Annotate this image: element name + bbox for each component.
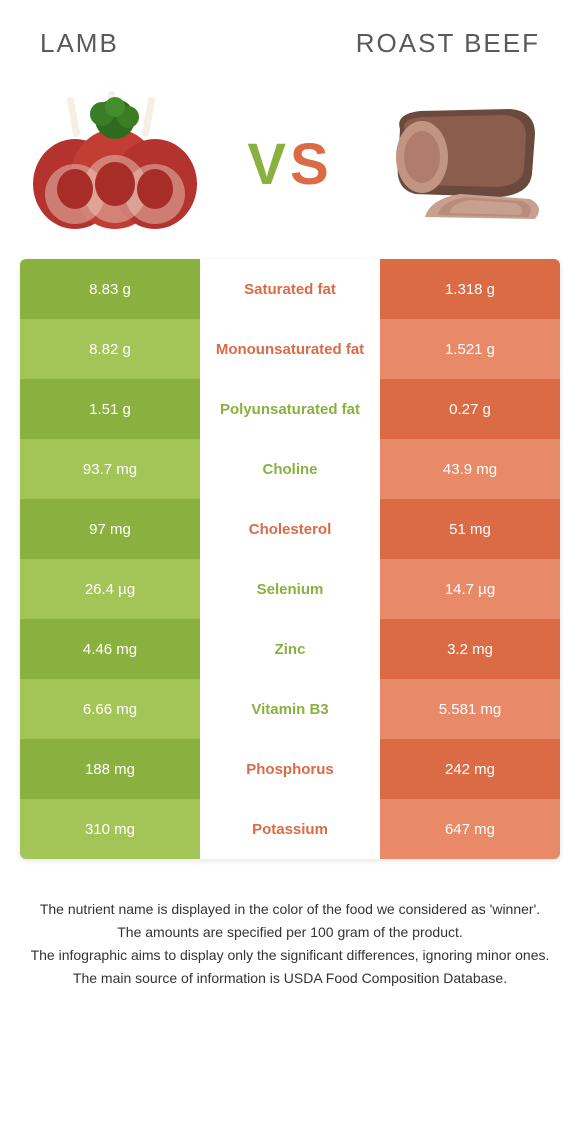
footnotes: The nutrient name is displayed in the co… [28, 899, 552, 989]
table-row: 310 mgPotassium647 mg [20, 799, 560, 859]
value-b-cell: 51 mg [380, 499, 560, 559]
nutrient-label-cell: Potassium [200, 799, 380, 859]
value-b-cell: 1.521 g [380, 319, 560, 379]
value-a-cell: 6.66 mg [20, 679, 200, 739]
nutrient-label-cell: Vitamin B3 [200, 679, 380, 739]
footnote-line: The amounts are specified per 100 gram o… [28, 922, 552, 943]
value-a-cell: 97 mg [20, 499, 200, 559]
table-row: 93.7 mgCholine43.9 mg [20, 439, 560, 499]
header: LAMB ROAST BEEF [0, 0, 580, 69]
value-b-cell: 43.9 mg [380, 439, 560, 499]
value-b-cell: 5.581 mg [380, 679, 560, 739]
nutrient-label-cell: Choline [200, 439, 380, 499]
vs-v: V [247, 131, 290, 198]
value-a-cell: 310 mg [20, 799, 200, 859]
table-row: 6.66 mgVitamin B35.581 mg [20, 679, 560, 739]
nutrient-label-cell: Polyunsaturated fat [200, 379, 380, 439]
nutrient-label-cell: Zinc [200, 619, 380, 679]
value-b-cell: 14.7 µg [380, 559, 560, 619]
vs-s: S [290, 131, 333, 198]
value-a-cell: 188 mg [20, 739, 200, 799]
table-row: 188 mgPhosphorus242 mg [20, 739, 560, 799]
food-b-title: ROAST BEEF [356, 28, 540, 59]
value-a-cell: 1.51 g [20, 379, 200, 439]
nutrient-label-cell: Selenium [200, 559, 380, 619]
nutrient-label-cell: Phosphorus [200, 739, 380, 799]
value-b-cell: 242 mg [380, 739, 560, 799]
images-row: VS [0, 69, 580, 259]
value-a-cell: 8.83 g [20, 259, 200, 319]
value-b-cell: 1.318 g [380, 259, 560, 319]
nutrient-label-cell: Saturated fat [200, 259, 380, 319]
nutrient-label-cell: Cholesterol [200, 499, 380, 559]
nutrient-label-cell: Monounsaturated fat [200, 319, 380, 379]
food-a-title: LAMB [40, 28, 119, 59]
table-row: 97 mgCholesterol51 mg [20, 499, 560, 559]
nutrient-table: 8.83 gSaturated fat1.318 g8.82 gMonounsa… [20, 259, 560, 859]
footnote-line: The infographic aims to display only the… [28, 945, 552, 966]
table-row: 8.83 gSaturated fat1.318 g [20, 259, 560, 319]
table-row: 26.4 µgSelenium14.7 µg [20, 559, 560, 619]
lamb-image [20, 89, 210, 239]
table-row: 1.51 gPolyunsaturated fat0.27 g [20, 379, 560, 439]
footnote-line: The main source of information is USDA F… [28, 968, 552, 989]
value-b-cell: 3.2 mg [380, 619, 560, 679]
value-a-cell: 8.82 g [20, 319, 200, 379]
value-b-cell: 0.27 g [380, 379, 560, 439]
value-b-cell: 647 mg [380, 799, 560, 859]
roast-beef-image [370, 89, 560, 239]
table-row: 4.46 mgZinc3.2 mg [20, 619, 560, 679]
value-a-cell: 26.4 µg [20, 559, 200, 619]
value-a-cell: 93.7 mg [20, 439, 200, 499]
vs-label: VS [247, 131, 332, 198]
value-a-cell: 4.46 mg [20, 619, 200, 679]
footnote-line: The nutrient name is displayed in the co… [28, 899, 552, 920]
table-row: 8.82 gMonounsaturated fat1.521 g [20, 319, 560, 379]
